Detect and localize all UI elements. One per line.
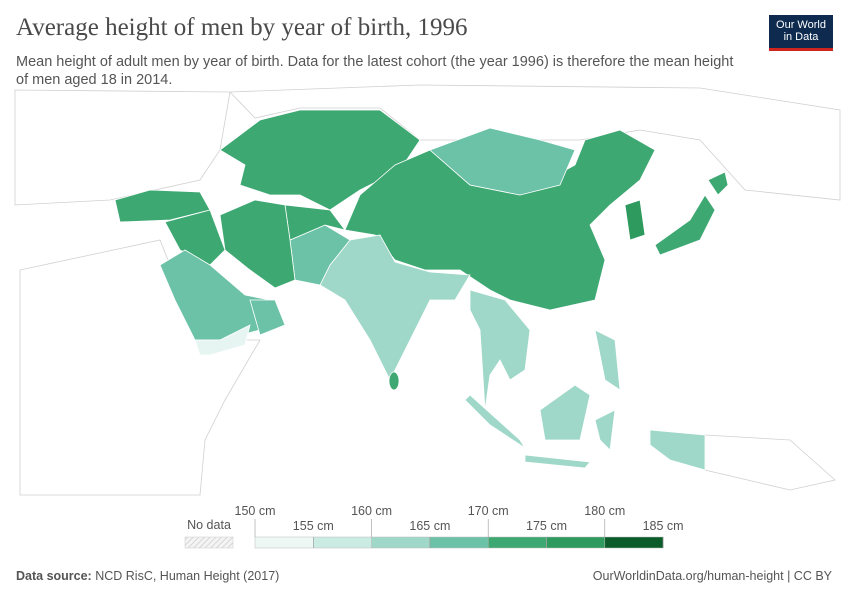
source-text: NCD RisC, Human Height (2017) (95, 569, 280, 583)
legend-bin (546, 536, 606, 549)
country[interactable] (594, 329, 621, 391)
countries (114, 109, 729, 471)
legend-label: 170 cm (468, 504, 509, 518)
legend-bin (429, 536, 489, 549)
logo-line: in Data (783, 31, 819, 43)
legend-label: 185 cm (643, 519, 684, 533)
legend-label: 155 cm (293, 519, 334, 533)
logo[interactable]: Our World in Data (769, 15, 833, 51)
legend: No data 150 cm 155 cm 160 cm 165 cm 170 cm 17… (184, 504, 684, 549)
country[interactable] (388, 371, 400, 391)
legend-label: 180 cm (584, 504, 625, 518)
country[interactable] (624, 199, 646, 241)
country[interactable] (249, 299, 286, 336)
no-data-label: No data (187, 518, 231, 532)
source-label: Data source: (16, 569, 92, 583)
country[interactable] (594, 409, 616, 451)
source: Data source: NCD RisC, Human Height (201… (16, 569, 279, 583)
country[interactable] (319, 234, 471, 381)
footer-link[interactable]: OurWorldinData.org/human-height | CC BY (592, 569, 832, 583)
legend-bin (371, 536, 431, 549)
logo-line: Our World (776, 19, 826, 31)
country[interactable] (164, 209, 226, 266)
legend-bin (604, 536, 664, 549)
legend-label: 165 cm (409, 519, 450, 533)
country[interactable] (464, 394, 526, 449)
no-data-swatch (184, 536, 234, 549)
title: Average height of men by year of birth, … (16, 14, 468, 41)
country[interactable] (219, 109, 421, 211)
country[interactable] (219, 199, 296, 289)
legend-label: 160 cm (351, 504, 392, 518)
country[interactable] (194, 324, 251, 356)
country[interactable] (654, 194, 716, 256)
country[interactable] (469, 289, 531, 411)
country[interactable] (429, 127, 576, 196)
country[interactable] (649, 429, 706, 471)
legend-bin (254, 536, 314, 549)
legend-bin (313, 536, 372, 549)
legend-label: 150 cm (235, 504, 276, 518)
background-land (14, 84, 841, 496)
legend-label: 175 cm (526, 519, 567, 533)
country[interactable] (707, 171, 729, 196)
country[interactable] (539, 384, 591, 441)
country[interactable] (524, 454, 591, 469)
subtitle: Mean height of adult men by year of birt… (16, 54, 734, 88)
legend-bin (487, 536, 547, 549)
